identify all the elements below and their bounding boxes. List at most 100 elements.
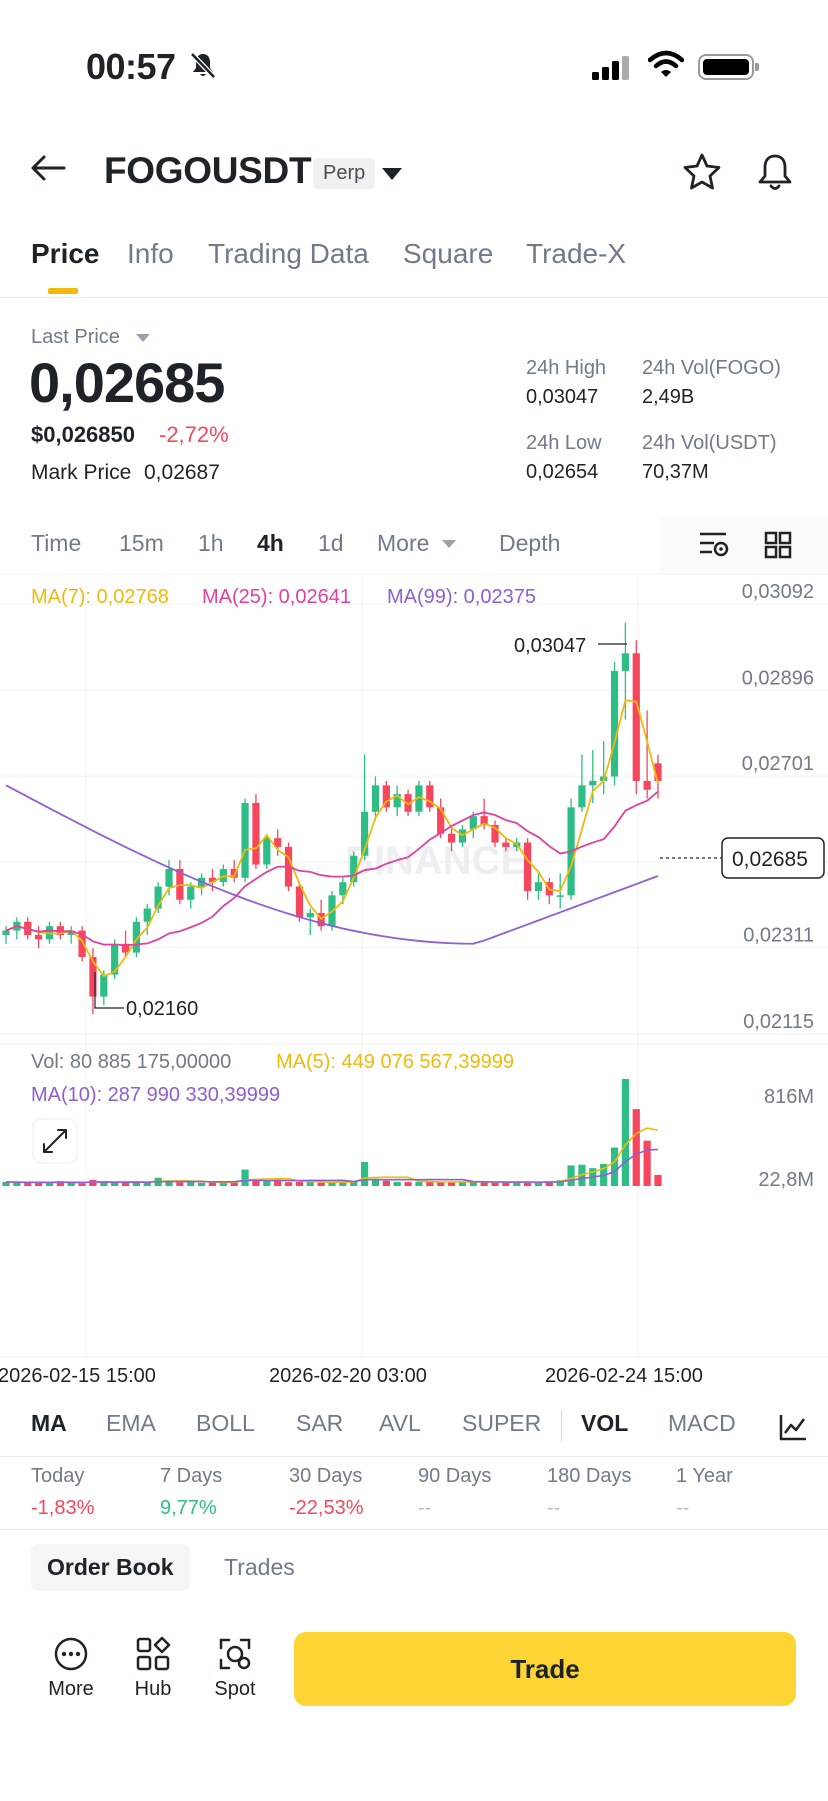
candle-body <box>437 807 445 834</box>
volume-bar <box>132 1181 140 1186</box>
symbol-title[interactable]: FOGOUSDT <box>104 150 312 191</box>
candle-body <box>121 943 130 953</box>
indicator-ma[interactable]: MA <box>31 1410 67 1436</box>
perf-180d-value: -- <box>547 1497 561 1519</box>
indicator-settings-icon[interactable] <box>778 1412 808 1442</box>
candle-body <box>274 838 282 847</box>
tab-square[interactable]: Square <box>403 238 494 269</box>
perf-1y-value: -- <box>676 1497 690 1519</box>
hub-icon <box>136 1636 171 1671</box>
cellular-signal-icon <box>592 56 629 80</box>
tab-price[interactable]: Price <box>31 238 100 269</box>
volume-bar <box>524 1182 532 1186</box>
chevron-down-icon[interactable] <box>136 334 150 342</box>
indicator-boll[interactable]: BOLL <box>196 1410 255 1436</box>
last-price-tag[interactable] <box>721 837 825 879</box>
high-24h-value: 0,03047 <box>526 386 599 408</box>
candle-body <box>632 653 640 781</box>
y-axis: 0,030920,028960,027010,025060,023110,021… <box>742 581 814 1033</box>
tab-trades[interactable]: Trades <box>224 1554 295 1580</box>
volume-bar <box>361 1161 369 1186</box>
timeframe-depth[interactable]: Depth <box>499 530 561 556</box>
candle-body <box>306 912 314 918</box>
volume-bar <box>78 1183 86 1186</box>
timeframe-more[interactable]: More <box>377 530 430 556</box>
star-icon[interactable] <box>682 152 722 192</box>
tab-trade-x[interactable]: Trade-X <box>526 238 627 269</box>
more-icon <box>54 1637 88 1671</box>
candle-body <box>469 816 477 830</box>
candle-body <box>556 895 564 897</box>
volume-bar <box>567 1165 575 1186</box>
performance-strip: Today -1,83% 7 Days 9,77% 30 Days -22,53… <box>0 1456 828 1530</box>
spot-label: Spot <box>214 1678 256 1700</box>
timeframe-1h[interactable]: 1h <box>198 530 224 556</box>
volume-bar <box>469 1181 477 1186</box>
timeframe-4h[interactable]: 4h <box>257 530 284 556</box>
volume-bar <box>295 1181 303 1186</box>
volume-bar <box>502 1182 510 1186</box>
bell-icon[interactable] <box>756 152 794 192</box>
volume-bar <box>208 1182 217 1186</box>
volume-bar <box>339 1181 347 1186</box>
timeframe-15m[interactable]: 15m <box>119 530 164 556</box>
volume-bar <box>13 1182 21 1186</box>
chevron-down-icon[interactable] <box>382 168 402 180</box>
indicator-vol[interactable]: VOL <box>581 1410 629 1436</box>
chevron-down-icon[interactable] <box>442 540 456 548</box>
price-chart[interactable]: BINANCE MA(7): 0,02768 MA(25): 0,02641 M… <box>0 574 828 1396</box>
indicator-super[interactable]: SUPER <box>462 1410 542 1436</box>
more-button[interactable]: More <box>31 1636 111 1701</box>
indicator-avl[interactable]: AVL <box>379 1410 421 1436</box>
candle-body <box>252 802 260 865</box>
perf-180d-label: 180 Days <box>547 1465 632 1487</box>
y-tick-label: 0,03092 <box>742 581 814 603</box>
tab-order-book[interactable]: Order Book <box>31 1544 190 1591</box>
perf-90d-value: -- <box>418 1497 432 1519</box>
volume-bar <box>35 1182 43 1186</box>
volume-bar <box>654 1175 662 1186</box>
timeframe-1d[interactable]: 1d <box>318 530 344 556</box>
volume-ma10-line <box>5 1148 659 1184</box>
x-label-3: 2026-02-24 15:00 <box>545 1365 703 1387</box>
candles-layer <box>2 622 662 1015</box>
volume-bar <box>556 1180 564 1186</box>
candle-body <box>621 653 629 671</box>
volume-bar <box>317 1182 325 1186</box>
volume-bar <box>187 1182 195 1186</box>
tab-info[interactable]: Info <box>127 238 174 269</box>
trade-button[interactable]: Trade <box>294 1632 796 1706</box>
indicator-macd[interactable]: MACD <box>668 1410 736 1436</box>
indicator-ema[interactable]: EMA <box>106 1410 156 1436</box>
expand-chart-button[interactable] <box>32 1118 78 1164</box>
y-tick-label: 0,02896 <box>742 667 814 689</box>
last-price-label[interactable]: Last Price <box>31 326 120 348</box>
candle-body <box>654 763 662 781</box>
perp-badge: Perp <box>313 158 376 189</box>
candle-body <box>610 670 619 777</box>
hub-button[interactable]: Hub <box>113 1636 193 1701</box>
volume-bar <box>284 1182 293 1186</box>
spot-button[interactable]: Spot <box>195 1636 275 1701</box>
hub-label: Hub <box>134 1678 172 1700</box>
volume-bar <box>545 1181 553 1186</box>
volume-tick-top: 816M <box>764 1086 814 1108</box>
tab-trading-data[interactable]: Trading Data <box>208 238 369 269</box>
volume-bar <box>121 1182 130 1186</box>
grid-layout-icon[interactable] <box>764 531 792 559</box>
ma25-line <box>5 790 659 947</box>
candle-body <box>404 794 412 812</box>
chart-tools <box>660 518 828 574</box>
volume-bar <box>274 1179 282 1186</box>
volume-bar <box>382 1180 390 1186</box>
volume-bar <box>198 1182 206 1186</box>
volume-tick-bottom: 22,8M <box>758 1169 814 1191</box>
mark-price-label: Mark Price <box>31 461 132 484</box>
candle-body <box>78 930 86 957</box>
chart-settings-icon[interactable] <box>698 530 730 560</box>
volume-bar <box>328 1182 336 1186</box>
vol-base-label: 24h Vol(FOGO) <box>642 357 781 379</box>
timeframe-time[interactable]: Time <box>31 530 82 556</box>
indicator-sar[interactable]: SAR <box>296 1410 344 1436</box>
back-arrow-icon[interactable] <box>30 154 66 182</box>
